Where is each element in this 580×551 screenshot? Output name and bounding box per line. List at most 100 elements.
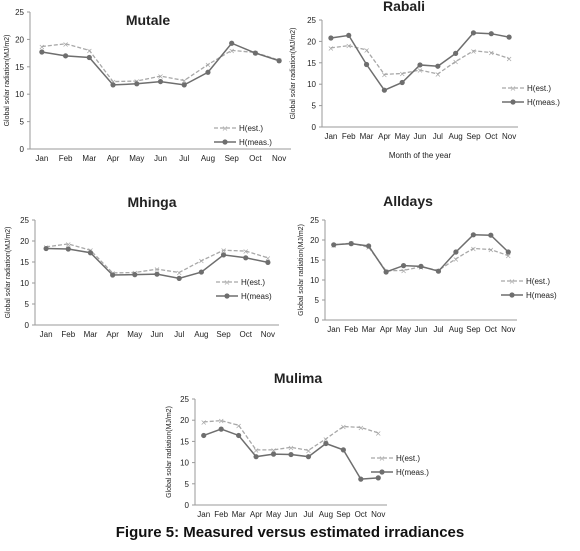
x-tick-label: Nov <box>371 510 385 519</box>
series-point <box>198 269 204 275</box>
y-tick-label: 25 <box>15 8 24 17</box>
x-tick-label: Sep <box>216 330 231 339</box>
x-tick-label: May <box>129 154 144 163</box>
series-point <box>110 82 116 88</box>
x-tick-label: Mar <box>360 132 374 141</box>
series-point: × <box>488 49 495 58</box>
y-tick-label: 20 <box>15 35 24 44</box>
chart-title: Mutale <box>126 12 171 28</box>
chart-mhinga: 0 5 10 15 20 25 Jan Feb Mar Apr May Jun Jul Aug Sep Oct… <box>5 194 279 339</box>
series-point: × <box>220 246 227 255</box>
x-tick-label: Oct <box>355 510 368 519</box>
series-point <box>288 451 294 458</box>
legend-marker: × <box>222 124 229 133</box>
series-point: × <box>200 418 207 427</box>
series-point: × <box>453 255 460 264</box>
x-tick-label: Jun <box>415 325 428 334</box>
series-line <box>46 243 269 274</box>
y-tick-label: 10 <box>20 279 29 288</box>
series-point: × <box>328 44 335 53</box>
x-tick-label: Feb <box>214 510 228 519</box>
legend-label: H(est.) <box>239 124 263 133</box>
legend-marker: × <box>224 278 231 287</box>
x-axis-label: Month of the year <box>389 151 452 160</box>
x-tick-label: Apr <box>107 154 120 163</box>
x-tick-label: May <box>127 330 142 339</box>
series-point <box>154 271 160 277</box>
series-point: × <box>265 254 272 263</box>
legend-label: H(est.) <box>241 278 265 287</box>
x-tick-label: Sep <box>466 325 481 334</box>
series-point <box>305 454 312 460</box>
x-tick-label: Oct <box>249 154 262 163</box>
series-point <box>252 50 259 56</box>
x-tick-label: Nov <box>272 154 286 163</box>
legend-marker: × <box>510 84 517 93</box>
series-point: × <box>434 70 441 79</box>
series-point: × <box>417 66 424 75</box>
legend-marker: × <box>379 454 386 463</box>
series-point <box>43 245 49 252</box>
legend-marker <box>379 469 385 475</box>
series-point: × <box>399 70 406 79</box>
chart-mutale: 0 5 10 15 20 25 Jan Feb Mar Apr May Jun Jul Aug Sep Oct… <box>4 8 291 163</box>
series-point: × <box>110 78 117 87</box>
series-point: × <box>345 42 352 51</box>
y-tick-label: 20 <box>180 416 189 425</box>
series-point <box>488 31 494 37</box>
series-line <box>333 242 509 272</box>
chart-title: Mhinga <box>128 194 177 210</box>
series-point <box>375 475 381 481</box>
chart-rabali: 0 5 10 15 20 25 Jan Feb Mar Apr May Jun Jul Aug Sep Oct… <box>290 0 560 160</box>
series-point <box>506 34 512 40</box>
x-tick-label: Oct <box>485 132 498 141</box>
y-tick-label: 0 <box>20 145 25 154</box>
series-point: × <box>157 72 164 81</box>
x-tick-label: Aug <box>449 325 463 334</box>
series-point <box>39 49 45 55</box>
x-tick-label: May <box>266 510 281 519</box>
y-tick-label: 0 <box>25 321 30 330</box>
x-tick-label: Jul <box>433 132 443 141</box>
y-axis-label: Global solar radiation(MJ/m2) <box>166 406 173 498</box>
x-tick-label: Mar <box>232 510 246 519</box>
x-tick-label: Jan <box>197 510 210 519</box>
x-tick-label: Sep <box>466 132 481 141</box>
series-point: × <box>323 435 330 444</box>
series-point <box>181 82 187 88</box>
series-point: × <box>452 58 459 67</box>
series-point: × <box>228 46 235 55</box>
series-point <box>488 232 494 238</box>
series-point <box>348 241 354 247</box>
y-tick-label: 5 <box>312 102 317 111</box>
y-tick-label: 10 <box>180 459 189 468</box>
series-point: × <box>288 443 295 452</box>
series-point <box>243 255 249 261</box>
series-point <box>229 40 235 46</box>
x-tick-label: Nov <box>261 330 275 339</box>
x-tick-label: Feb <box>59 154 73 163</box>
y-tick-label: 10 <box>307 80 316 89</box>
x-tick-label: Apr <box>380 325 393 334</box>
series-point <box>86 54 92 61</box>
y-tick-label: 20 <box>307 37 316 46</box>
series-point <box>346 32 352 39</box>
series-point: × <box>39 43 46 52</box>
y-tick-label: 0 <box>312 123 317 132</box>
series-point <box>220 252 227 258</box>
series-point <box>417 62 423 68</box>
series-point <box>132 272 138 278</box>
y-tick-label: 5 <box>25 300 30 309</box>
x-tick-label: Mar <box>82 154 96 163</box>
series-point: × <box>340 423 347 432</box>
series-point: × <box>381 70 388 79</box>
x-tick-label: Jul <box>433 325 443 334</box>
series-point <box>270 451 277 457</box>
x-tick-label: Jul <box>303 510 313 519</box>
x-tick-label: Oct <box>485 325 498 334</box>
y-tick-label: 15 <box>15 63 24 72</box>
y-tick-label: 25 <box>20 216 29 225</box>
x-tick-label: Aug <box>319 510 333 519</box>
legend-marker <box>509 292 515 298</box>
series-point <box>363 61 370 68</box>
